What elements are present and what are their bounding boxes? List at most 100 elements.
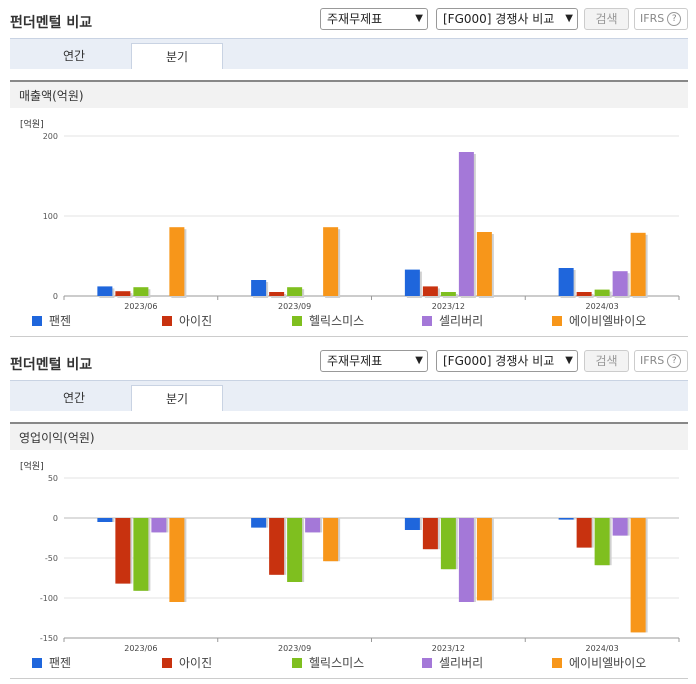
chart-legend: 팬젠 아이진 헬릭스미스 셀리버리 에이비엘바이오 xyxy=(32,654,692,670)
panel-title: 펀더멘털 비교 xyxy=(10,357,93,373)
chevron-down-icon: ▼ xyxy=(415,13,423,24)
chart-subhead: 영업이익(억원) xyxy=(10,422,688,450)
legend-swatch xyxy=(292,658,302,668)
period-tabs: 연간 분기 xyxy=(10,38,688,69)
bar xyxy=(169,227,185,296)
bar xyxy=(630,232,646,296)
x-tick-label: 2024/03 xyxy=(586,302,619,311)
bar xyxy=(97,518,113,522)
bar xyxy=(558,268,574,296)
bar xyxy=(323,227,339,296)
x-tick-label: 2023/09 xyxy=(278,644,311,653)
bar xyxy=(594,518,610,566)
tab-quarterly[interactable]: 분기 xyxy=(131,385,223,411)
tab-quarterly[interactable]: 분기 xyxy=(131,43,223,69)
legend-swatch xyxy=(552,658,562,668)
bar xyxy=(576,518,592,548)
legend-item: 헬릭스미스 xyxy=(292,654,364,671)
y-tick-label: 0 xyxy=(53,514,58,523)
bar xyxy=(287,287,303,296)
chevron-down-icon: ▼ xyxy=(415,355,423,366)
legend-item: 아이진 xyxy=(162,312,212,329)
unit-label: [억원] xyxy=(20,120,44,130)
x-tick-label: 2023/06 xyxy=(124,302,157,311)
chart-subhead: 매출액(억원) xyxy=(10,80,688,108)
legend-swatch xyxy=(32,658,42,668)
bar xyxy=(287,518,303,582)
bar xyxy=(404,518,420,530)
unit-label: [억원] xyxy=(20,462,44,472)
bar xyxy=(630,518,646,633)
y-tick-label: 100 xyxy=(43,212,58,221)
legend-item: 에이비엘바이오 xyxy=(552,654,646,671)
divider xyxy=(10,678,688,679)
x-tick-label: 2023/12 xyxy=(432,302,465,311)
legend-item: 팬젠 xyxy=(32,312,71,329)
bar xyxy=(404,269,420,296)
bar xyxy=(558,518,574,520)
tab-annual[interactable]: 연간 xyxy=(62,49,86,63)
bar xyxy=(251,518,267,528)
bar xyxy=(422,286,438,296)
peer-group-select[interactable]: [FG000] 경쟁사 비교 ▼ xyxy=(436,8,578,30)
search-button[interactable]: 검색 xyxy=(584,350,629,372)
x-tick-label: 2024/03 xyxy=(586,644,619,653)
legend-item: 셀리버리 xyxy=(422,312,483,329)
operating-income-bar-chart: -150 -100 -50 0 50 2023/06 2023/09 2023/12 2024/… xyxy=(40,474,680,653)
revenue-bar-chart: 0 100 200 2023/06 2023/09 2023/12 2024/03 xyxy=(43,132,680,311)
chart-legend: 팬젠 아이진 헬릭스미스 셀리버리 에이비엘바이오 xyxy=(32,312,692,328)
bar xyxy=(440,292,456,296)
chevron-down-icon: ▼ xyxy=(565,13,573,24)
statement-type-select[interactable]: 주재무제표 ▼ xyxy=(320,350,428,372)
legend-swatch xyxy=(292,316,302,326)
bar xyxy=(612,518,628,536)
y-tick-label: 0 xyxy=(53,292,58,301)
legend-item: 팬젠 xyxy=(32,654,71,671)
legend-swatch xyxy=(552,316,562,326)
chevron-down-icon: ▼ xyxy=(565,355,573,366)
question-icon: ? xyxy=(667,354,682,368)
legend-swatch xyxy=(162,316,172,326)
search-button[interactable]: 검색 xyxy=(584,8,629,30)
bar xyxy=(476,232,492,296)
statement-type-select[interactable]: 주재무제표 ▼ xyxy=(320,8,428,30)
panel-title: 펀더멘털 비교 xyxy=(10,15,93,31)
y-tick-label: -150 xyxy=(40,634,58,643)
question-icon: ? xyxy=(667,12,682,26)
bar xyxy=(440,518,456,570)
ifrs-help-button[interactable]: IFRS? xyxy=(634,350,688,372)
bar xyxy=(458,152,474,296)
legend-swatch xyxy=(422,658,432,668)
bar xyxy=(269,292,285,296)
ifrs-help-button[interactable]: IFRS? xyxy=(634,8,688,30)
bar xyxy=(115,518,131,584)
bar xyxy=(169,518,185,602)
x-tick-label: 2023/12 xyxy=(432,644,465,653)
period-tabs: 연간 분기 xyxy=(10,380,688,411)
fundamental-panel-operating-income: 펀더멘털 비교 주재무제표 ▼ [FG000] 경쟁사 비교 ▼ 검색 IFRS? … xyxy=(0,342,696,684)
y-tick-label: 200 xyxy=(43,132,58,141)
legend-item: 헬릭스미스 xyxy=(292,312,364,329)
y-tick-label: -100 xyxy=(40,594,58,603)
y-tick-label: -50 xyxy=(45,554,58,563)
bar xyxy=(97,286,113,296)
x-tick-label: 2023/06 xyxy=(124,644,157,653)
tab-annual[interactable]: 연간 xyxy=(62,391,86,405)
bar xyxy=(612,271,628,296)
peer-group-select[interactable]: [FG000] 경쟁사 비교 ▼ xyxy=(436,350,578,372)
divider xyxy=(10,336,688,337)
bar xyxy=(422,518,438,550)
bar xyxy=(458,518,474,602)
bar xyxy=(476,518,492,601)
bar xyxy=(133,518,149,591)
x-tick-label: 2023/09 xyxy=(278,302,311,311)
legend-swatch xyxy=(422,316,432,326)
bar xyxy=(115,291,131,296)
bar xyxy=(269,518,285,575)
bar xyxy=(323,518,339,562)
bar xyxy=(576,292,592,296)
legend-swatch xyxy=(32,316,42,326)
bar xyxy=(251,280,267,296)
fundamental-panel-revenue: 펀더멘털 비교 주재무제표 ▼ [FG000] 경쟁사 비교 ▼ 검색 IFRS? … xyxy=(10,8,692,337)
bar xyxy=(151,518,167,533)
